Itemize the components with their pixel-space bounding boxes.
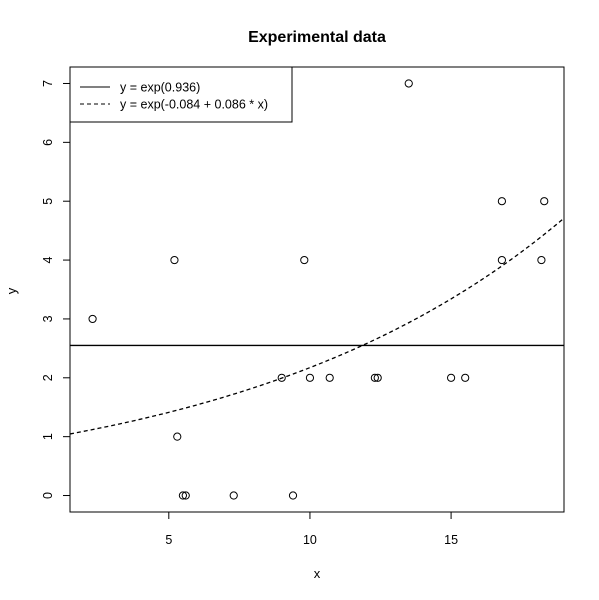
- data-point: [373, 373, 382, 382]
- y-axis: 0 1 2 3 4 5 6 7: [41, 80, 71, 499]
- plot-frame: [69, 66, 565, 513]
- data-point: [181, 491, 190, 500]
- data-point: [461, 373, 470, 382]
- data-point: [537, 255, 546, 265]
- data-point: [170, 255, 179, 265]
- data-point: [229, 491, 238, 500]
- data-point: [497, 255, 506, 265]
- x-tick-label: 15: [444, 533, 458, 547]
- legend-entry-solid: y = exp(0.936): [120, 81, 200, 95]
- data-point: [305, 373, 315, 382]
- y-tick-label: 2: [41, 374, 55, 381]
- x-axis: 5 10 15: [165, 511, 458, 547]
- y-tick-label: 0: [41, 492, 55, 499]
- data-point: [277, 373, 286, 382]
- y-tick-label: 4: [41, 257, 55, 264]
- x-axis-label: x: [314, 566, 321, 581]
- y-tick-label: 1: [41, 433, 55, 440]
- data-point: [370, 373, 379, 382]
- legend-box: [69, 66, 293, 123]
- legend: y = exp(0.936) y = exp(-0.084 + 0.086 * …: [69, 66, 293, 123]
- y-tick-label: 5: [41, 198, 55, 205]
- data-point: [178, 491, 188, 500]
- x-tick-label: 5: [165, 533, 172, 547]
- data-point: [88, 314, 97, 324]
- y-tick-label: 6: [41, 139, 55, 146]
- data-point: [404, 79, 413, 88]
- data-point: [325, 373, 334, 382]
- legend-entry-dashed: y = exp(-0.084 + 0.086 * x): [120, 98, 268, 112]
- chart-title: Experimental data: [248, 29, 386, 46]
- data-point: [288, 491, 298, 500]
- fit-lines: [69, 217, 565, 435]
- y-tick-label: 7: [41, 80, 55, 87]
- fit-line-dashed: [69, 217, 565, 435]
- y-axis-label: y: [4, 287, 19, 294]
- data-points: [88, 79, 549, 500]
- data-point: [173, 432, 182, 441]
- x-tick-label: 10: [303, 533, 317, 547]
- data-point: [540, 197, 549, 206]
- data-point: [497, 197, 506, 206]
- data-point: [300, 255, 309, 265]
- y-tick-label: 3: [41, 315, 55, 322]
- data-point: [446, 373, 456, 382]
